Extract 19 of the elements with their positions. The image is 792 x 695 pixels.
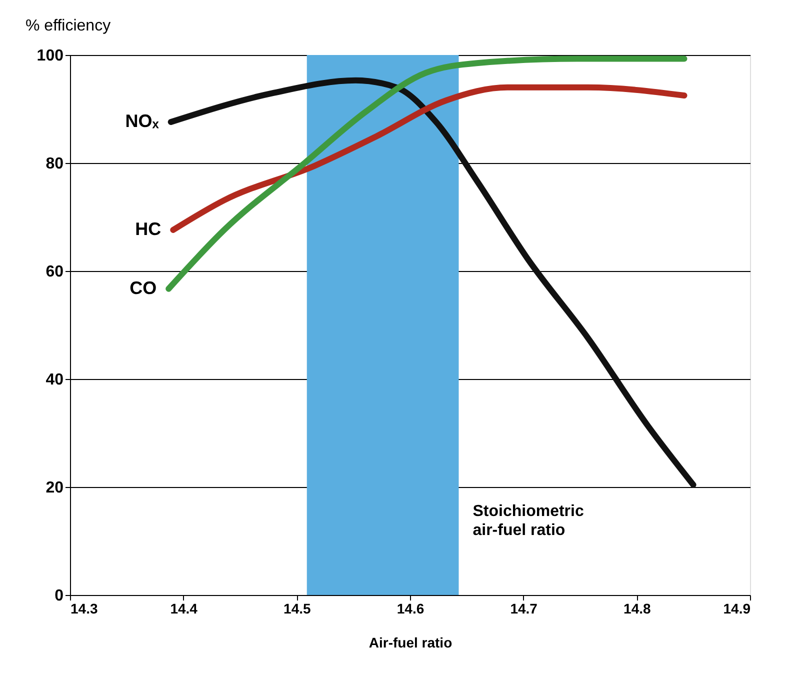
y-axis-title: % efficiency [26,18,111,34]
series-label: CO [130,278,157,298]
y-tick-label: 100 [36,48,64,64]
x-tick-label: 14.9 [723,600,751,616]
series-label: HC [135,218,162,239]
x-tick-label: 14.8 [624,600,652,616]
y-tick-label: 0 [54,588,64,604]
band-label: Stoichiometric air-fuel ratio [472,503,584,540]
x-tick-label: 14.5 [284,600,312,616]
series-label: NOₓ [125,110,160,131]
y-tick-label: 60 [46,264,64,280]
y-tick-label: 40 [46,372,64,388]
x-tick-label: 14.3 [70,600,98,616]
x-tick-label: 14.4 [170,600,198,616]
x-tick-label: 14.7 [510,600,538,616]
x-tick-label: 14.6 [396,600,424,616]
y-tick-label: 20 [46,480,64,496]
x-axis-title: Air-fuel ratio [368,634,452,650]
y-tick-label: 80 [46,156,64,172]
